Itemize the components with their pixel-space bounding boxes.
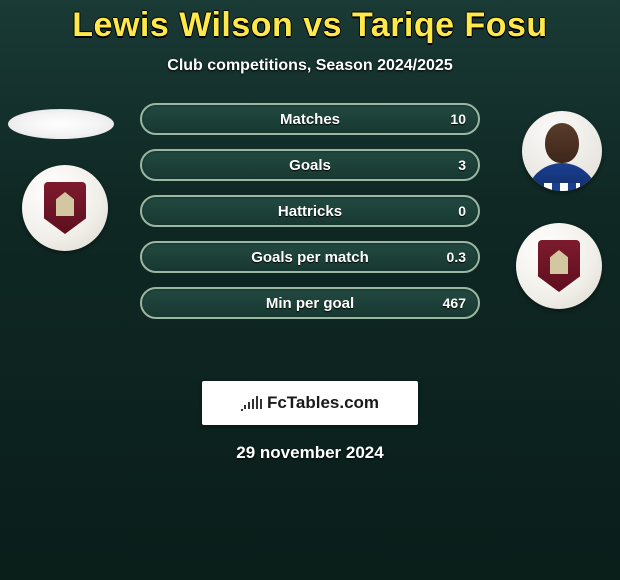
bar-chart-icon [241,395,261,411]
left-placeholder-ellipse [8,109,114,139]
left-club-badge [22,165,108,251]
jersey-stripe-icon [544,183,580,191]
right-club-badge [516,223,602,309]
stat-label: Matches [280,111,340,128]
subtitle: Club competitions, Season 2024/2025 [0,57,620,75]
comparison-content: Matches 10 Goals 3 Hattricks 0 Goals per… [0,103,620,363]
stat-row-hattricks: Hattricks 0 [140,195,480,227]
stat-right-value: 10 [438,105,478,133]
bar-chart-bars-icon [244,396,262,409]
stat-right-value: 0 [446,197,478,225]
stat-left-value [142,197,166,225]
date-label: 29 november 2024 [0,443,620,463]
crest-icon [538,240,580,292]
stat-label: Min per goal [266,295,354,312]
stat-label: Goals [289,157,331,174]
brand-badge: FcTables.com [202,381,418,425]
stat-right-value: 3 [446,151,478,179]
right-player-photo [522,111,602,191]
stat-row-goals: Goals 3 [140,149,480,181]
stat-left-value [142,105,166,133]
stat-label: Hattricks [278,203,342,220]
stat-left-value [142,243,166,271]
stat-label: Goals per match [251,249,369,266]
stat-row-goals-per-match: Goals per match 0.3 [140,241,480,273]
left-column [6,103,116,363]
player-body-icon [526,163,598,191]
right-column [504,103,614,363]
stats-list: Matches 10 Goals 3 Hattricks 0 Goals per… [140,103,480,319]
player-head-icon [545,123,579,163]
stat-left-value [142,151,166,179]
page-title: Lewis Wilson vs Tariqe Fosu [0,0,620,45]
stat-left-value [142,289,166,317]
brand-label: FcTables.com [267,393,379,413]
stat-row-min-per-goal: Min per goal 467 [140,287,480,319]
stat-row-matches: Matches 10 [140,103,480,135]
crest-icon [44,182,86,234]
stat-right-value: 467 [431,289,478,317]
stat-right-value: 0.3 [435,243,478,271]
